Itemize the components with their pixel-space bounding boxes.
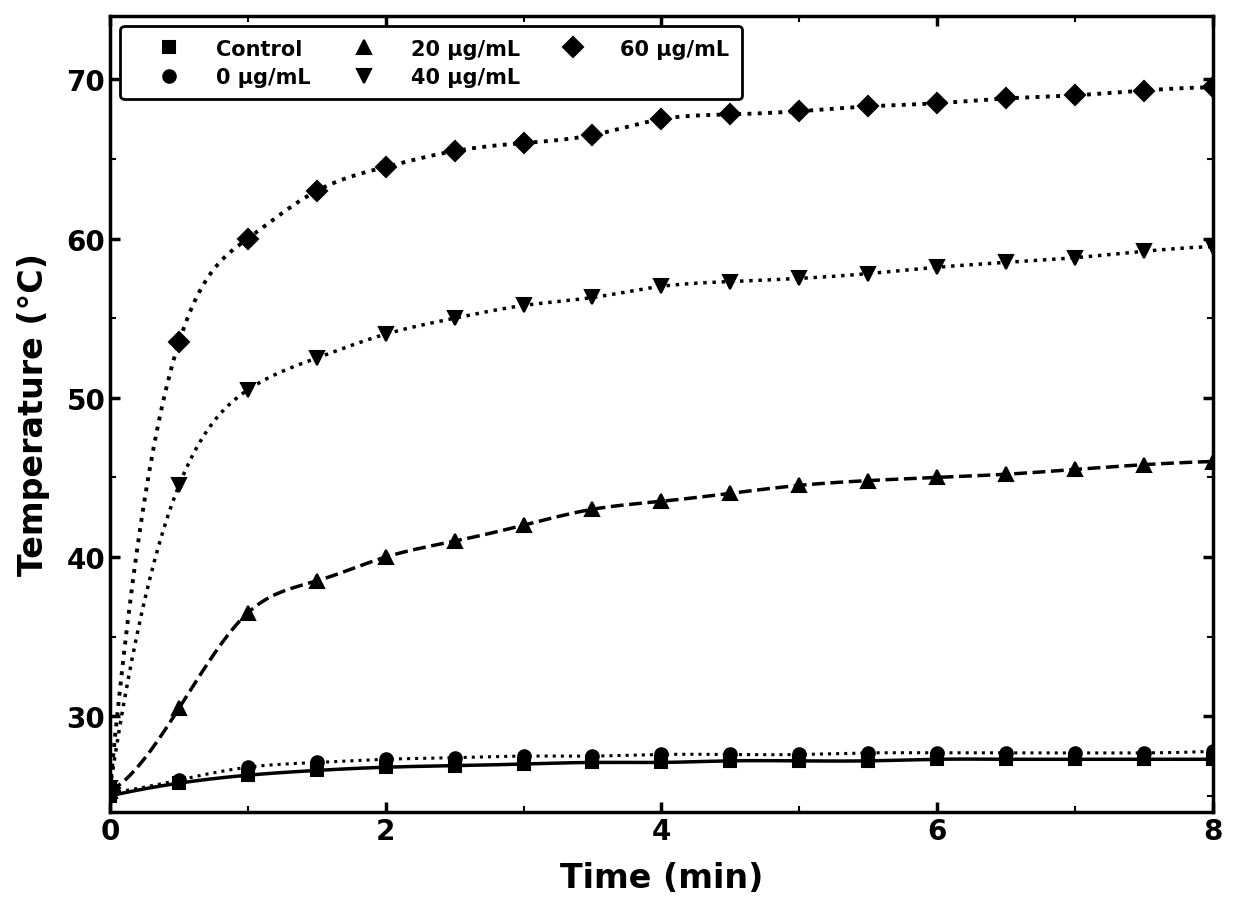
60 μg/mL [654, 115, 669, 126]
Control [310, 765, 325, 776]
Control [861, 755, 876, 766]
X-axis label: Time (min): Time (min) [560, 862, 763, 895]
60 μg/mL [310, 186, 325, 197]
40 μg/mL [103, 783, 118, 793]
20 μg/mL [999, 469, 1014, 480]
20 μg/mL [240, 608, 255, 619]
60 μg/mL [378, 162, 393, 173]
0 μg/mL [722, 749, 737, 760]
40 μg/mL [929, 262, 944, 273]
40 μg/mL [1206, 241, 1220, 252]
Legend: Control, 0 μg/mL, 20 μg/mL, 40 μg/mL, 60 μg/mL: Control, 0 μg/mL, 20 μg/mL, 40 μg/mL, 60… [120, 27, 742, 100]
20 μg/mL [861, 476, 876, 486]
60 μg/mL [1136, 86, 1151, 97]
Line: 0 μg/mL: 0 μg/mL [104, 745, 1219, 799]
Control [792, 755, 807, 766]
20 μg/mL [585, 505, 600, 516]
Control [722, 755, 737, 766]
0 μg/mL [517, 751, 532, 762]
0 μg/mL [585, 751, 600, 762]
20 μg/mL [929, 473, 944, 484]
0 μg/mL [171, 774, 186, 785]
0 μg/mL [103, 787, 118, 798]
20 μg/mL [517, 520, 532, 531]
Control [378, 762, 393, 773]
40 μg/mL [240, 385, 255, 396]
40 μg/mL [861, 269, 876, 280]
60 μg/mL [861, 102, 876, 113]
20 μg/mL [792, 480, 807, 491]
60 μg/mL [999, 94, 1014, 105]
Y-axis label: Temperature (°C): Temperature (°C) [16, 253, 50, 576]
20 μg/mL [722, 488, 737, 499]
0 μg/mL [378, 754, 393, 765]
20 μg/mL [171, 703, 186, 714]
0 μg/mL [929, 748, 944, 759]
Control [585, 757, 600, 768]
20 μg/mL [654, 496, 669, 507]
Control [929, 754, 944, 765]
Line: 20 μg/mL: 20 μg/mL [103, 456, 1219, 798]
60 μg/mL [517, 138, 532, 149]
60 μg/mL [1067, 91, 1082, 102]
20 μg/mL [1067, 465, 1082, 476]
40 μg/mL [517, 301, 532, 312]
Control [654, 757, 669, 768]
60 μg/mL [103, 783, 118, 793]
60 μg/mL [1206, 83, 1220, 94]
0 μg/mL [1136, 748, 1151, 759]
Control [447, 761, 462, 772]
Line: Control: Control [104, 754, 1218, 802]
0 μg/mL [1067, 748, 1082, 759]
20 μg/mL [1136, 460, 1151, 471]
0 μg/mL [1206, 746, 1220, 757]
0 μg/mL [447, 752, 462, 763]
Control [1206, 754, 1220, 765]
60 μg/mL [722, 110, 737, 121]
0 μg/mL [792, 749, 807, 760]
40 μg/mL [792, 273, 807, 284]
60 μg/mL [447, 147, 462, 158]
Control [1136, 754, 1151, 765]
Control [999, 754, 1014, 765]
Control [517, 759, 532, 770]
Line: 60 μg/mL: 60 μg/mL [103, 81, 1219, 795]
60 μg/mL [171, 337, 186, 348]
40 μg/mL [447, 313, 462, 324]
60 μg/mL [929, 98, 944, 109]
20 μg/mL [447, 536, 462, 547]
20 μg/mL [310, 576, 325, 587]
Control [1067, 754, 1082, 765]
40 μg/mL [310, 353, 325, 364]
60 μg/mL [240, 234, 255, 245]
40 μg/mL [171, 480, 186, 491]
0 μg/mL [240, 762, 255, 773]
0 μg/mL [861, 748, 876, 759]
40 μg/mL [654, 281, 669, 292]
Line: 40 μg/mL: 40 μg/mL [103, 241, 1219, 795]
Control [103, 791, 118, 802]
60 μg/mL [792, 107, 807, 118]
0 μg/mL [654, 749, 669, 760]
0 μg/mL [999, 748, 1014, 759]
Control [171, 778, 186, 789]
40 μg/mL [722, 277, 737, 288]
40 μg/mL [1136, 247, 1151, 258]
0 μg/mL [310, 757, 325, 768]
40 μg/mL [1067, 253, 1082, 264]
40 μg/mL [378, 329, 393, 340]
20 μg/mL [378, 552, 393, 563]
40 μg/mL [585, 292, 600, 303]
20 μg/mL [1206, 456, 1220, 467]
60 μg/mL [585, 130, 600, 141]
20 μg/mL [103, 786, 118, 797]
Control [240, 770, 255, 781]
40 μg/mL [999, 258, 1014, 269]
